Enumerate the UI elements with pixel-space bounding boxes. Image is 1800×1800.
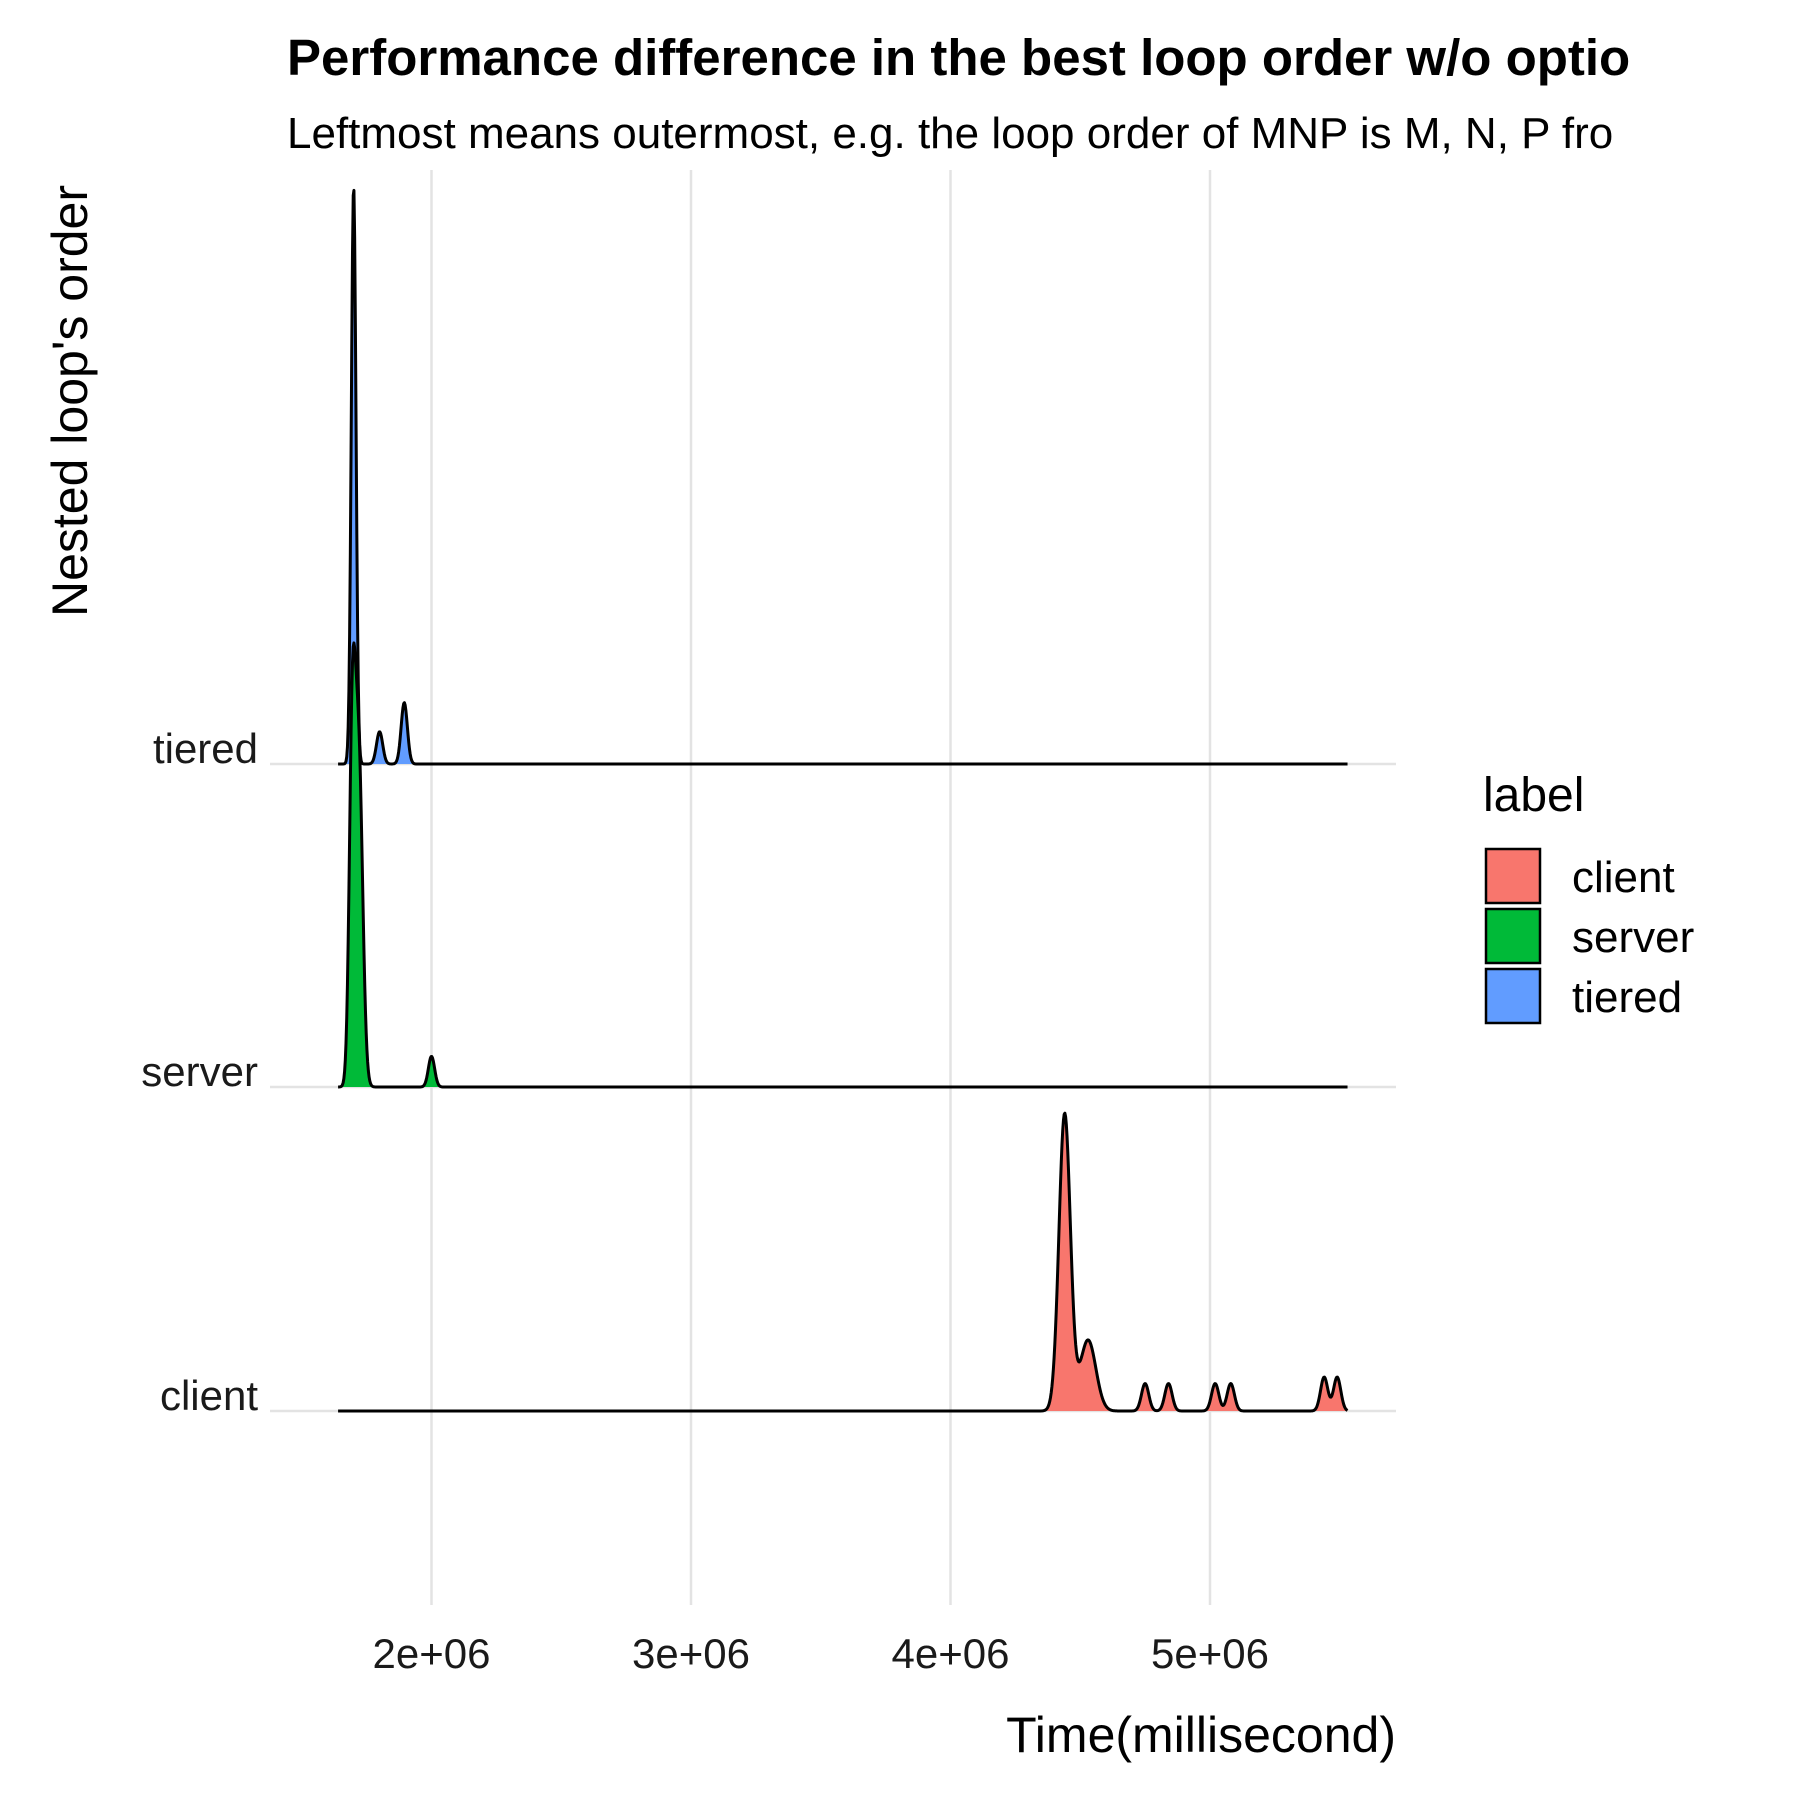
ridge-client-area xyxy=(338,1113,1348,1411)
ridge-tiered-line xyxy=(337,188,1349,766)
legend-label-server: server xyxy=(1572,913,1694,962)
density-ridges xyxy=(337,188,1349,1413)
x-tick-label: 5e+06 xyxy=(1151,1630,1269,1677)
legend-swatch-tiered xyxy=(1484,967,1542,1025)
y-tick-label: server xyxy=(141,1048,258,1095)
chart-subtitle: Leftmost means outermost, e.g. the loop … xyxy=(287,109,1613,158)
legend-title: label xyxy=(1483,769,1584,822)
ridge-server-line xyxy=(337,641,1349,1089)
x-tick-label: 4e+06 xyxy=(892,1630,1010,1677)
ridge-server-area xyxy=(338,642,1348,1087)
y-axis-title: Nested loop's order xyxy=(42,185,98,617)
y-tick-label: tiered xyxy=(153,725,258,772)
ridge-tiered-area xyxy=(338,190,1348,765)
legend-swatch-server xyxy=(1484,907,1542,965)
y-tick-label: client xyxy=(160,1372,258,1419)
x-axis-title: Time(millisecond) xyxy=(1006,1707,1396,1763)
x-tick-label: 3e+06 xyxy=(632,1630,750,1677)
legend-label-tiered: tiered xyxy=(1572,973,1682,1022)
vertical-gridlines xyxy=(430,170,1212,1605)
legend-swatch-client xyxy=(1484,847,1542,905)
chart-title: Performance difference in the best loop … xyxy=(287,29,1630,86)
ridge-client-line xyxy=(337,1111,1349,1413)
legend: label client server tiered xyxy=(1483,769,1694,1025)
legend-label-client: client xyxy=(1572,853,1675,902)
y-tick-labels: client server tiered xyxy=(141,725,258,1419)
x-tick-labels: 2e+06 3e+06 4e+06 5e+06 xyxy=(373,1630,1269,1677)
x-tick-label: 2e+06 xyxy=(373,1630,491,1677)
